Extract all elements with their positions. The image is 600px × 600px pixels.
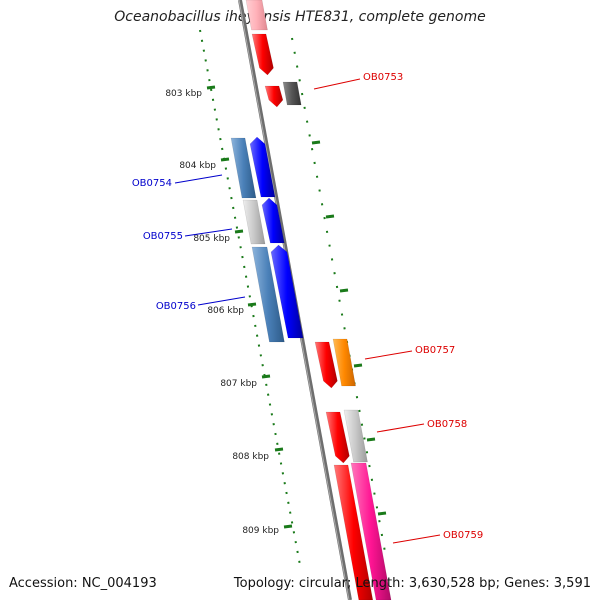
genome-title: Oceanobacillus iheyensis HTE831, complet… bbox=[114, 9, 486, 25]
tick-label-804: 804 kbp bbox=[179, 161, 216, 171]
gene-block-ob0755-grey bbox=[242, 199, 266, 245]
callout-ob0758 bbox=[376, 423, 425, 433]
gene-block-ob0757 bbox=[314, 341, 338, 389]
tick-label-807: 807 kbp bbox=[220, 379, 257, 389]
callout-ob0759 bbox=[392, 534, 441, 544]
gene-block-ob0759 bbox=[350, 462, 392, 600]
gene-block-red-top bbox=[251, 33, 274, 76]
callout-ob0756 bbox=[197, 296, 246, 306]
gene-block-ob0758-grey bbox=[343, 409, 368, 463]
gene-label-ob0757: OB0757 bbox=[415, 345, 455, 356]
gene-block-ob0757-orange bbox=[332, 338, 356, 387]
gene-label-ob0759: OB0759 bbox=[443, 530, 483, 541]
gene-label-ob0753: OB0753 bbox=[363, 72, 403, 83]
gene-block-ob0756 bbox=[270, 244, 304, 339]
gene-block-ob0753 bbox=[264, 85, 284, 108]
gene-block-ob0754 bbox=[249, 136, 276, 198]
tick-label-809: 809 kbp bbox=[242, 526, 279, 536]
callout-ob0755 bbox=[184, 228, 233, 237]
gene-block-pink-top bbox=[245, 0, 268, 31]
callout-ob0754 bbox=[174, 174, 223, 184]
inner-tick-guide bbox=[199, 29, 301, 566]
callout-ob0757 bbox=[364, 350, 413, 360]
accession-text: Accession: NC_004193 bbox=[9, 576, 157, 591]
gene-block-ob0754-steel bbox=[230, 137, 257, 199]
tick-label-803: 803 kbp bbox=[165, 89, 202, 99]
genome-summary-text: Topology: circular; Length: 3,630,528 bp… bbox=[233, 576, 591, 591]
tick-label-805: 805 kbp bbox=[193, 234, 230, 244]
tick-label-806: 806 kbp bbox=[207, 306, 244, 316]
gene-block-ob0756-steel bbox=[251, 246, 285, 343]
gene-label-ob0756: OB0756 bbox=[156, 301, 196, 312]
outer-tick-guide bbox=[291, 37, 386, 553]
gene-block-ob0759-red bbox=[333, 464, 374, 600]
gene-block-ob0755 bbox=[261, 197, 285, 244]
gene-label-ob0758: OB0758 bbox=[427, 419, 467, 430]
gene-block-dark-grey bbox=[282, 81, 302, 106]
tick-label-808: 808 kbp bbox=[232, 452, 269, 462]
gene-label-ob0754: OB0754 bbox=[132, 178, 172, 189]
major-ticks bbox=[206, 85, 387, 529]
gene-block-ob0758 bbox=[325, 411, 350, 464]
callout-ob0753 bbox=[313, 78, 361, 90]
gene-label-ob0755: OB0755 bbox=[143, 231, 183, 242]
